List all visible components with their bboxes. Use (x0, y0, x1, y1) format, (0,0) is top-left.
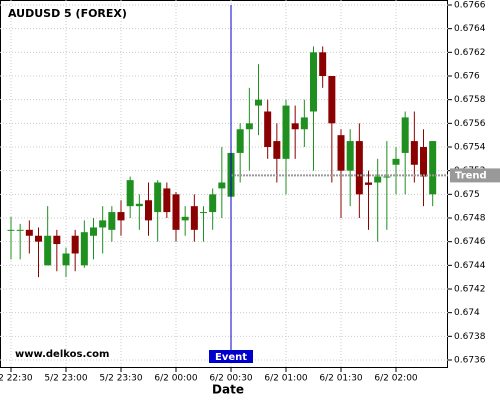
y-tick-label: 0.6738 (454, 332, 486, 342)
trend-label-box (450, 168, 500, 183)
candle-body (126, 180, 134, 207)
x-tick-label: 5/2 23:00 (44, 374, 88, 384)
x-tick-label: 6/2 01:00 (264, 374, 308, 384)
candle-body (209, 194, 217, 213)
candle-body (310, 52, 318, 112)
candle-body (7, 229, 15, 231)
watermark: www.delkos.com (15, 349, 109, 360)
candle-body (392, 158, 400, 165)
candle-body (71, 235, 79, 254)
candle-body (117, 212, 125, 221)
candle-body (420, 147, 428, 177)
y-tick-label: 0.6756 (454, 119, 486, 129)
candle-body (190, 206, 198, 230)
x-tick-label: 5/2 23:30 (99, 374, 143, 384)
x-tick-label: 6/2 02:00 (374, 374, 418, 384)
candle-body (163, 188, 171, 213)
y-tick-label: 0.6748 (454, 214, 486, 224)
x-tick-label: 6/2 01:30 (319, 374, 363, 384)
y-tick-label: 0.6744 (454, 261, 486, 271)
candle-body (108, 212, 116, 230)
x-axis-label: Date (212, 383, 244, 397)
candle-body (383, 176, 391, 178)
candle-body (365, 182, 373, 185)
candle-body (218, 182, 226, 189)
candle-body (90, 227, 98, 236)
y-tick-label: 0.6762 (454, 48, 486, 58)
candle-body (346, 141, 354, 171)
candle-body (337, 135, 345, 171)
candle-body (181, 216, 189, 221)
trend-label: Trend (455, 170, 487, 181)
candle-body (291, 123, 299, 130)
candle-body (429, 141, 437, 195)
marks (7, 46, 437, 278)
candle-body (401, 117, 409, 153)
candle-body (410, 141, 418, 165)
candle-body (145, 200, 153, 221)
candle-body (255, 99, 263, 106)
y-tick-label: 0.6742 (454, 285, 486, 295)
plot-frame (0, 0, 448, 368)
candle-body (154, 182, 162, 213)
y-tick-label: 0.6758 (454, 95, 486, 105)
candle-body (44, 235, 52, 266)
candle-body (62, 253, 70, 266)
candle-body (300, 117, 308, 130)
y-tick-label: 0.6754 (454, 143, 486, 153)
candle-body (355, 141, 363, 195)
candle-body (135, 203, 143, 207)
x-tick-label: 6/2 00:30 (209, 374, 253, 384)
candle-body (35, 235, 43, 242)
candle-body (282, 105, 290, 159)
candle-body (245, 123, 253, 130)
candle-body (200, 212, 208, 214)
y-tick-label: 0.6736 (454, 356, 486, 366)
candle-body (374, 176, 382, 183)
candle-body (25, 229, 33, 236)
candle-body (319, 52, 327, 76)
candle-body (80, 232, 88, 266)
event-label: Event (215, 352, 247, 363)
chart-title: AUDUSD 5 (FOREX) (8, 7, 127, 20)
event-label-box (209, 350, 254, 363)
x-tick-label: 6/2 00:00 (154, 374, 198, 384)
y-tick-label: 0.6764 (454, 24, 486, 34)
y-tick-label: 0.675 (454, 190, 480, 200)
candle-body (264, 111, 272, 147)
candle-body (236, 129, 244, 153)
candle-body (53, 235, 61, 245)
candle-body (172, 194, 180, 230)
candle-body (273, 141, 281, 159)
y-tick-label: 0.6746 (454, 237, 486, 247)
y-tick-label: 0.6766 (454, 1, 486, 11)
candle-body (16, 229, 24, 231)
y-tick-label: 0.676 (454, 72, 480, 82)
candle-body (328, 76, 336, 124)
x-tick-label: 5/2 22:30 (0, 374, 33, 384)
candle-body (99, 220, 107, 228)
y-tick-label: 0.674 (454, 308, 480, 318)
